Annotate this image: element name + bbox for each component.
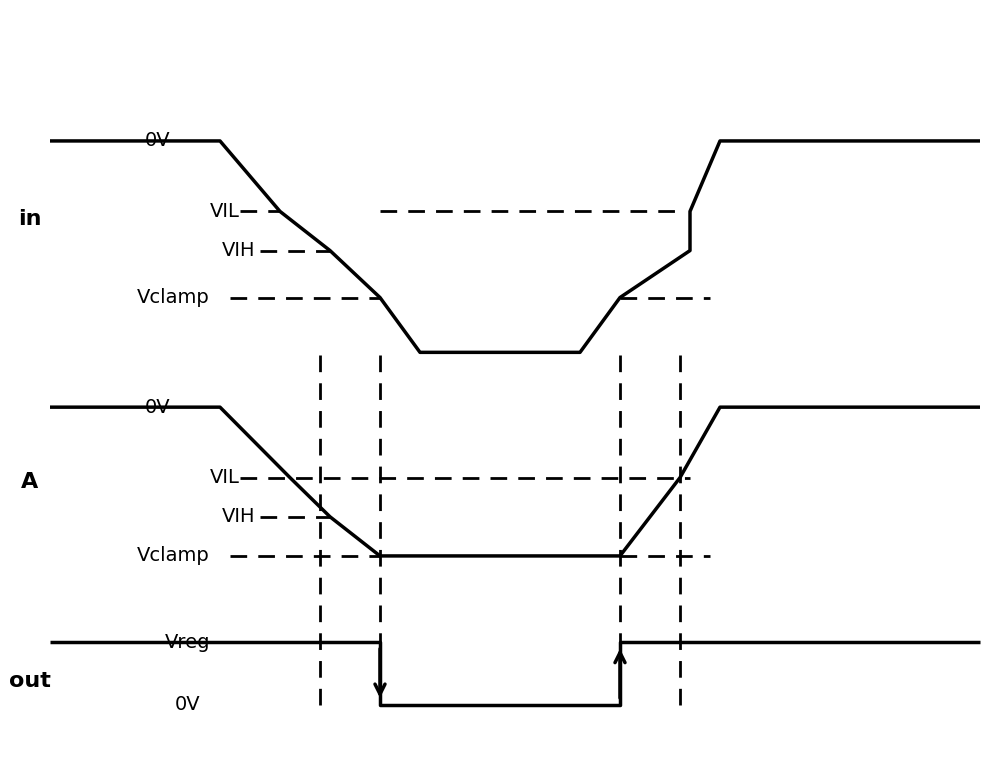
Text: 0V: 0V xyxy=(144,398,170,417)
Text: VIH: VIH xyxy=(222,241,255,260)
Text: VIL: VIL xyxy=(210,202,240,221)
Text: Vreg: Vreg xyxy=(164,633,210,651)
Text: Vclamp: Vclamp xyxy=(137,547,210,565)
Text: in: in xyxy=(18,209,42,229)
Text: 0V: 0V xyxy=(144,132,170,150)
Text: A: A xyxy=(21,471,39,492)
Text: out: out xyxy=(9,671,51,691)
Text: VIH: VIH xyxy=(222,507,255,526)
Text: VIL: VIL xyxy=(210,468,240,487)
Text: Vclamp: Vclamp xyxy=(137,288,210,307)
Text: 0V: 0V xyxy=(174,695,200,714)
